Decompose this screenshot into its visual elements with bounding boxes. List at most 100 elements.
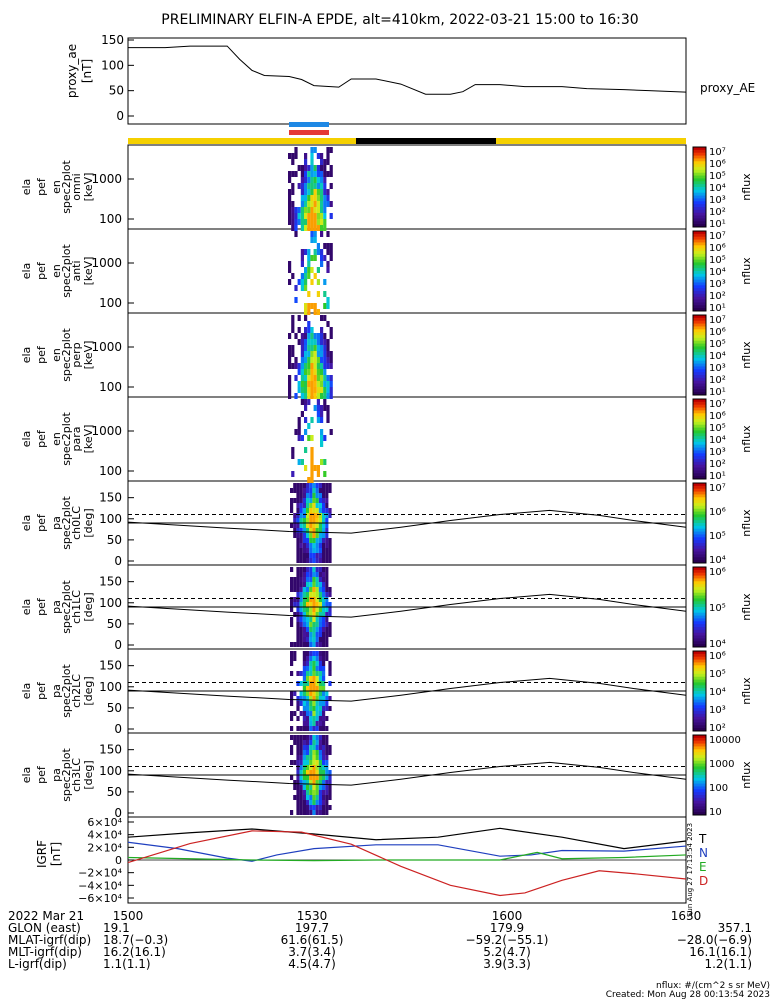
heat-cell bbox=[306, 701, 310, 706]
heat-cell bbox=[318, 617, 322, 622]
heat-cell bbox=[315, 602, 319, 607]
heat-cell bbox=[313, 465, 317, 471]
heat-cell bbox=[296, 558, 300, 563]
igrf-ytick-label: −2×10⁴ bbox=[78, 867, 122, 880]
pa-ytick-label: 100 bbox=[99, 512, 122, 526]
heat-cell bbox=[325, 750, 329, 755]
colorbar-segment bbox=[693, 572, 706, 577]
heat-cell bbox=[329, 375, 333, 381]
heat-cell bbox=[325, 518, 329, 523]
colorbar-frame bbox=[692, 650, 707, 732]
heat-cell bbox=[316, 351, 320, 357]
heat-cell bbox=[326, 303, 330, 309]
heat-cell bbox=[302, 498, 306, 503]
heat-cell bbox=[312, 656, 316, 661]
heat-cell bbox=[302, 612, 306, 617]
heat-cell bbox=[310, 171, 314, 177]
heat-cell bbox=[304, 429, 308, 435]
heat-cell bbox=[309, 582, 313, 587]
heat-cell bbox=[306, 518, 310, 523]
heat-cell bbox=[299, 637, 303, 642]
heat-cell bbox=[304, 195, 308, 201]
heat-cell bbox=[310, 189, 314, 195]
heat-cell bbox=[312, 577, 316, 582]
colorbar-segment bbox=[693, 308, 706, 312]
heat-cell bbox=[323, 279, 327, 285]
colorbar-segment bbox=[693, 598, 706, 602]
heat-cell bbox=[322, 681, 326, 686]
ephem-row-label: L-igrf(dip) bbox=[8, 957, 67, 971]
heat-cell bbox=[316, 249, 320, 255]
heat-cell bbox=[316, 267, 320, 273]
heat-cell bbox=[296, 671, 300, 676]
heat-cell bbox=[299, 765, 303, 770]
heat-cell bbox=[302, 706, 306, 711]
heat-cell bbox=[312, 548, 316, 553]
heat-cell bbox=[291, 471, 295, 477]
ylabel-line: omni bbox=[70, 173, 83, 200]
science-zone-bar-black bbox=[356, 138, 496, 144]
colorbar-segment bbox=[693, 282, 706, 286]
colorbar-tick-label: 10² bbox=[709, 207, 726, 218]
heat-cell bbox=[329, 183, 333, 189]
heat-cell bbox=[315, 528, 319, 533]
heat-cell bbox=[306, 582, 310, 587]
ylabel-line: en bbox=[50, 432, 63, 446]
heat-cell bbox=[309, 508, 313, 513]
heat-cell bbox=[306, 508, 310, 513]
colorbar-segment bbox=[693, 470, 706, 474]
pa-ytick-label: 100 bbox=[99, 764, 122, 778]
ylabel-line: [keV] bbox=[82, 341, 95, 370]
heat-cell bbox=[306, 642, 310, 647]
heat-cell bbox=[328, 661, 332, 666]
heat-cell bbox=[290, 691, 294, 696]
heat-cell bbox=[291, 351, 295, 357]
heat-cell bbox=[318, 785, 322, 790]
heat-cell bbox=[304, 369, 308, 375]
heat-cell bbox=[309, 592, 313, 597]
heat-cell bbox=[302, 607, 306, 612]
heat-cell bbox=[322, 721, 326, 726]
heat-cell bbox=[312, 740, 316, 745]
heat-cell bbox=[296, 775, 300, 780]
ephem-row-label: MLT-igrf(dip) bbox=[8, 945, 82, 959]
heat-cell bbox=[290, 745, 294, 750]
colorbar-frame bbox=[692, 314, 707, 396]
heat-cell bbox=[309, 765, 313, 770]
colorbar-segment bbox=[693, 392, 706, 396]
colorbar-segment bbox=[693, 259, 706, 263]
heat-cell bbox=[326, 189, 330, 195]
heat-cell bbox=[302, 656, 306, 661]
heat-cell bbox=[299, 518, 303, 523]
heat-cell bbox=[296, 765, 300, 770]
igrf-ylabel: IGRF bbox=[35, 840, 49, 868]
heat-cell bbox=[318, 691, 322, 696]
heat-cell bbox=[306, 755, 310, 760]
colorbar-segment bbox=[693, 545, 706, 550]
heat-cell bbox=[291, 321, 295, 327]
heat-cell bbox=[320, 327, 324, 333]
heat-cell bbox=[318, 676, 322, 681]
heat-cell bbox=[302, 528, 306, 533]
heat-cell bbox=[312, 587, 316, 592]
heat-cell bbox=[309, 755, 313, 760]
heat-cell bbox=[302, 577, 306, 582]
heat-cell bbox=[293, 587, 297, 592]
heat-cell bbox=[297, 381, 301, 387]
heat-cell bbox=[310, 333, 314, 339]
heat-cell bbox=[302, 745, 306, 750]
colorbar-segment bbox=[693, 575, 706, 579]
heat-cell bbox=[318, 681, 322, 686]
heat-cell bbox=[299, 691, 303, 696]
heat-cell bbox=[309, 607, 313, 612]
proxy-ae-ylabel-unit: [nT] bbox=[80, 59, 94, 83]
heat-cell bbox=[293, 691, 297, 696]
colorbar-segment bbox=[693, 557, 706, 561]
colorbar-segment bbox=[693, 607, 706, 611]
heat-cell bbox=[302, 805, 306, 810]
heat-cell bbox=[315, 686, 319, 691]
colorbar-frame bbox=[692, 230, 707, 312]
heat-cell bbox=[293, 488, 297, 493]
heat-cell bbox=[326, 339, 330, 345]
heat-cell bbox=[322, 701, 326, 706]
